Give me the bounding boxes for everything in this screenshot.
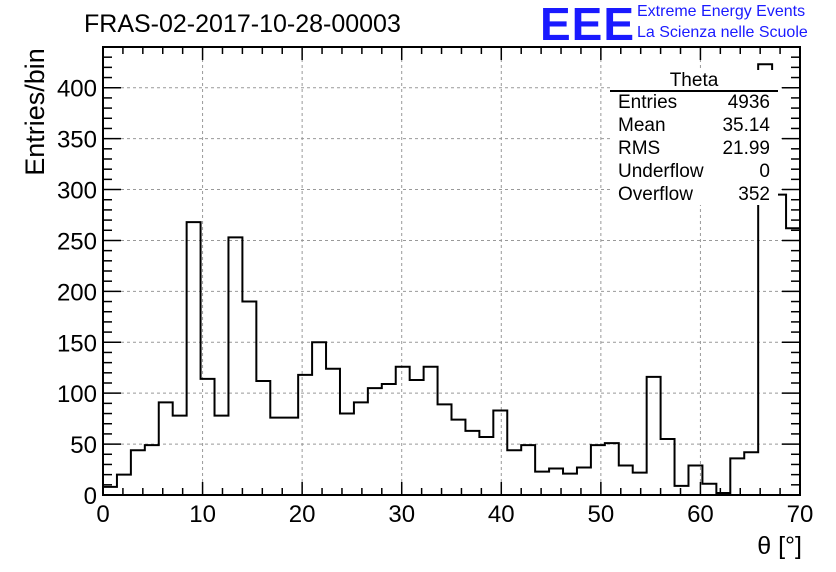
y-tick-label: 150: [57, 330, 97, 357]
x-tick-label: 60: [687, 501, 714, 528]
eee-logo: EEE: [540, 0, 636, 50]
x-tick-label: 0: [96, 501, 109, 528]
stats-label: Overflow: [618, 184, 693, 205]
stats-label: Underflow: [618, 161, 704, 182]
y-tick-label: 300: [57, 178, 97, 205]
y-tick-label: 100: [57, 381, 97, 408]
stats-row-mean: Mean 35.14: [618, 115, 770, 138]
y-tick-label: 50: [70, 432, 97, 459]
stats-row-entries: Entries 4936: [618, 92, 770, 115]
y-tick-label: 400: [57, 76, 97, 103]
stats-label: Mean: [618, 115, 666, 136]
y-tick-label: 250: [57, 228, 97, 255]
histogram-series: [102, 63, 801, 495]
stats-row-rms: RMS 21.99: [618, 138, 770, 161]
logo-line-1: Extreme Energy Events: [637, 3, 806, 20]
x-tick-label: 40: [488, 501, 515, 528]
x-tick-label: 50: [588, 501, 615, 528]
stats-value: 352: [738, 184, 770, 205]
stats-value: 4936: [727, 92, 770, 113]
y-axis-label: Entries/bin: [20, 48, 50, 176]
axes: 0 10 20 30 40 50 60 70 0 50 100 150 200 250 300 350 400: [57, 46, 814, 528]
stats-value: 21.99: [722, 138, 770, 159]
stats-label: RMS: [618, 138, 661, 159]
logo-line-2: La Scienza nelle Scuole: [637, 24, 808, 41]
y-tick-label: 0: [84, 483, 97, 510]
stats-label: Entries: [618, 92, 678, 113]
stats-value: 0: [759, 161, 770, 182]
x-tick-label: 70: [787, 501, 814, 528]
stats-divider: [610, 90, 778, 92]
stats-row-overflow: Overflow 352: [618, 184, 770, 207]
x-tick-label: 30: [388, 501, 415, 528]
x-tick-label: 20: [289, 501, 316, 528]
stats-box: Theta Entries 4936 Mean 35.14 RMS 21.99 …: [610, 70, 778, 205]
y-tick-label: 200: [57, 279, 97, 306]
stats-value: 35.14: [722, 115, 770, 136]
x-axis-label: θ [°]: [757, 532, 802, 560]
x-tick-label: 10: [189, 501, 216, 528]
y-tick-label: 350: [57, 127, 97, 154]
chart-title: FRAS-02-2017-10-28-00003: [84, 10, 401, 38]
stats-row-underflow: Underflow 0: [618, 161, 770, 184]
stats-title: Theta: [669, 70, 719, 91]
